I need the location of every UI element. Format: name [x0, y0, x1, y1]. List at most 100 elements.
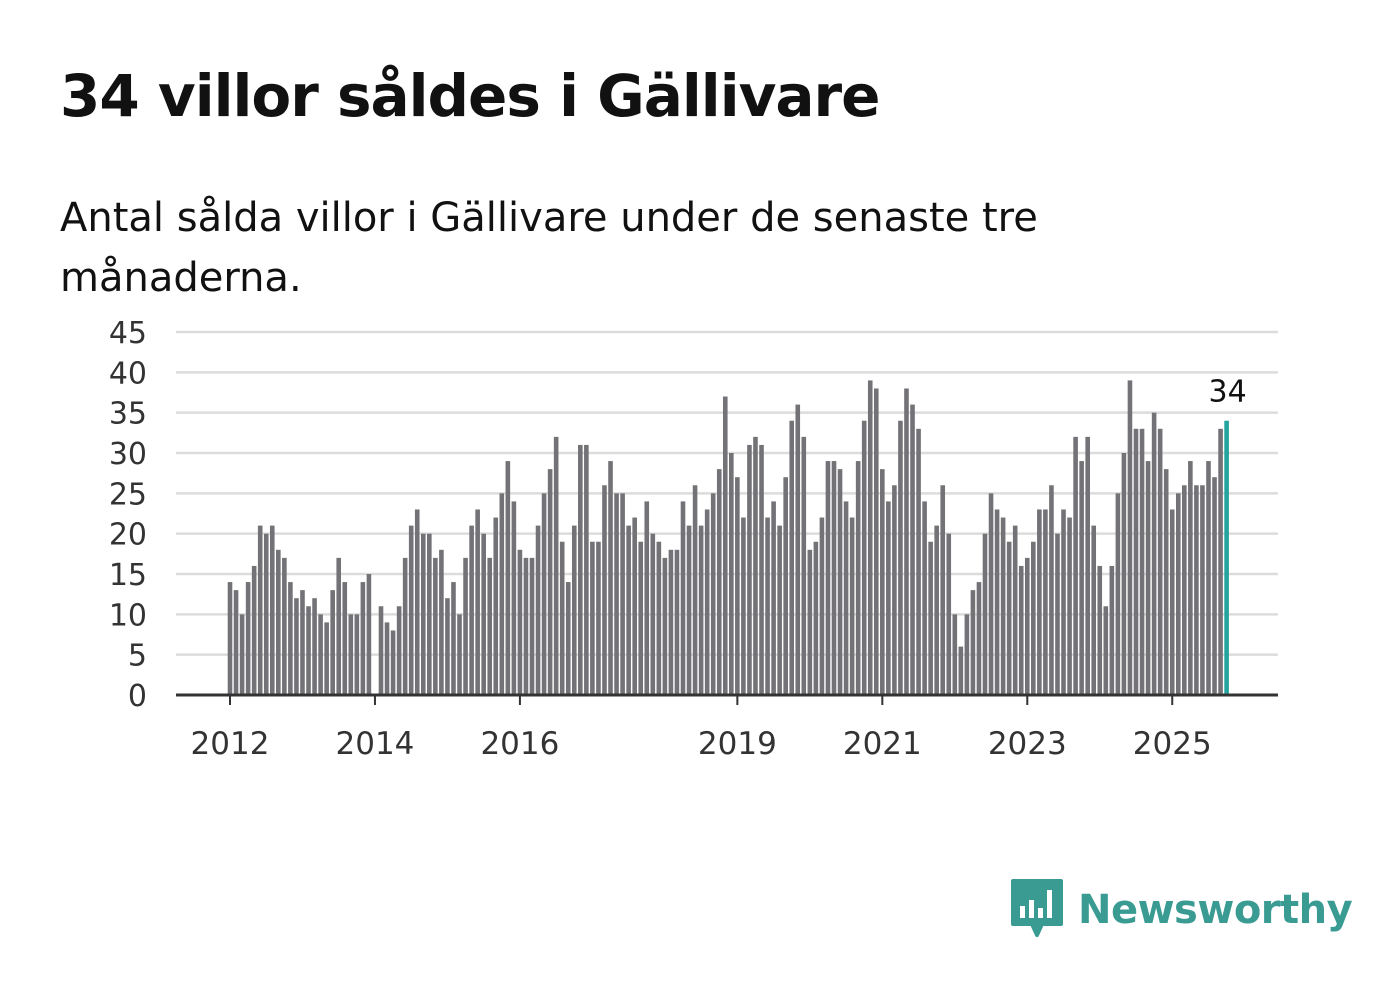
- bar: [1018, 565, 1024, 695]
- bar: [813, 541, 819, 695]
- bar: [861, 420, 867, 695]
- latest-value-annotation: 34: [1209, 375, 1247, 410]
- bar: [922, 501, 927, 695]
- x-tick-label: 2023: [988, 726, 1067, 762]
- x-tick-label: 2014: [336, 726, 415, 762]
- x-tick-label: 2016: [480, 726, 559, 762]
- bar: [433, 557, 438, 695]
- bar: [469, 525, 474, 695]
- bar: [638, 541, 644, 695]
- bar: [481, 533, 486, 695]
- bar: [251, 565, 257, 695]
- bar: [686, 525, 692, 695]
- bar: [276, 549, 281, 695]
- bar: [318, 614, 323, 695]
- bar: [1055, 533, 1060, 695]
- bar: [1163, 469, 1169, 695]
- chart-subtitle: Antal sålda villor i Gällivare under de …: [60, 195, 1038, 301]
- bar: [753, 436, 758, 695]
- bar: [360, 582, 366, 695]
- x-tick-label: 2019: [698, 726, 777, 762]
- bar: [1115, 493, 1121, 695]
- bar: [976, 582, 982, 695]
- bar: [269, 525, 275, 695]
- bar: [620, 493, 625, 695]
- bar: [704, 509, 710, 695]
- bar: [886, 501, 891, 695]
- bar: [1188, 461, 1193, 695]
- bar: [873, 388, 879, 695]
- bar: [1194, 485, 1199, 695]
- bar: [553, 436, 559, 695]
- bar: [626, 525, 631, 695]
- y-tick-label: 35: [109, 397, 147, 432]
- bar: [445, 598, 450, 695]
- bar: [493, 517, 499, 695]
- bar: [378, 606, 384, 695]
- annotation-label: 34: [1209, 375, 1247, 410]
- bar: [1006, 541, 1012, 695]
- bar-chart-speech-bubble-icon: [1010, 878, 1064, 942]
- bar: [831, 461, 837, 695]
- bar: [263, 533, 269, 695]
- bar: [614, 493, 619, 695]
- bar: [1049, 485, 1054, 695]
- bar: [384, 622, 390, 695]
- bar: [801, 436, 807, 695]
- bar: [1024, 557, 1030, 695]
- bar: [336, 557, 342, 695]
- bar: [1145, 461, 1151, 695]
- bar: [1157, 428, 1163, 695]
- y-tick-label: 20: [109, 518, 147, 553]
- bar: [1079, 461, 1084, 695]
- bar: [439, 549, 444, 695]
- y-tick-label: 25: [109, 477, 147, 512]
- y-tick-label: 10: [109, 598, 147, 633]
- bar: [1139, 428, 1145, 695]
- bar: [698, 525, 704, 695]
- bar: [656, 541, 662, 695]
- bar: [1067, 517, 1072, 695]
- bar: [837, 469, 843, 695]
- bar: [342, 582, 348, 695]
- bar: [457, 614, 462, 695]
- bar: [735, 477, 740, 695]
- bar: [1175, 493, 1181, 695]
- bar: [994, 509, 1000, 695]
- bar: [257, 525, 263, 695]
- bar: [898, 420, 903, 695]
- bar: [632, 517, 637, 695]
- bar: [1000, 517, 1006, 695]
- bar: [1206, 461, 1211, 695]
- bar: [499, 493, 505, 695]
- bar: [1169, 509, 1175, 695]
- bar: [1043, 509, 1048, 695]
- page-title: 34 villor såldes i Gällivare: [60, 62, 880, 130]
- bar: [596, 541, 601, 695]
- bar: [650, 533, 656, 695]
- bar: [505, 461, 511, 695]
- bar: [402, 557, 408, 695]
- bar: [1218, 428, 1223, 695]
- bar: [1121, 453, 1127, 695]
- bar: [783, 477, 788, 695]
- y-tick-label: 30: [109, 437, 147, 472]
- bar: [819, 517, 825, 695]
- bar: [288, 582, 293, 695]
- bar: [867, 380, 873, 695]
- bar: [487, 557, 493, 695]
- y-tick-label: 15: [109, 558, 147, 593]
- y-axis-ticks: 0 5 10 15 20 25 30 35 40 45: [109, 316, 147, 714]
- bar: [1127, 380, 1133, 695]
- bar: [1073, 436, 1078, 695]
- x-axis-ticks: 2012 2014 2016 2019 2021 2023 2025: [191, 695, 1212, 762]
- bar: [916, 428, 921, 695]
- bar: [958, 646, 964, 695]
- bar: [668, 549, 674, 695]
- bar: [722, 396, 728, 695]
- bar: [765, 517, 770, 695]
- bar: [306, 606, 311, 695]
- bar: [233, 590, 239, 695]
- bar: [590, 541, 595, 695]
